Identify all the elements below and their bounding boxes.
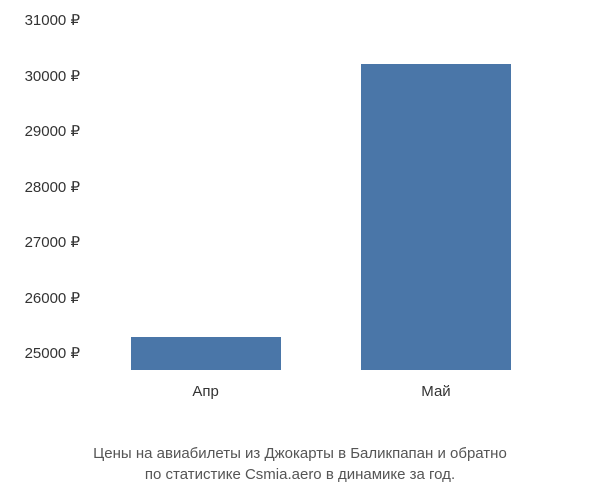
y-axis-label: 26000 ₽ <box>25 289 80 307</box>
chart-bar <box>131 337 281 370</box>
y-axis-labels: 25000 ₽ 26000 ₽ 27000 ₽ 28000 ₽ 29000 ₽ 30000… <box>0 20 90 400</box>
chart-plot-area: Апр Май <box>100 20 580 400</box>
y-axis-label: 28000 ₽ <box>25 178 80 196</box>
chart-bar <box>361 64 511 370</box>
x-axis-label: Май <box>421 383 450 400</box>
y-axis-label: 30000 ₽ <box>25 67 80 85</box>
caption-line-1: Цены на авиабилеты из Джокарты в Баликпа… <box>0 443 600 464</box>
y-axis-label: 31000 ₽ <box>25 11 80 29</box>
chart-caption: Цены на авиабилеты из Джокарты в Баликпа… <box>0 443 600 485</box>
plot-area: Апр Май <box>100 20 580 400</box>
x-axis-label: Апр <box>192 383 218 400</box>
caption-line-2: по статистике Csmia.aero в динамике за г… <box>0 464 600 485</box>
y-axis-label: 25000 ₽ <box>25 344 80 362</box>
y-axis-label: 27000 ₽ <box>25 233 80 251</box>
y-axis-label: 29000 ₽ <box>25 122 80 140</box>
